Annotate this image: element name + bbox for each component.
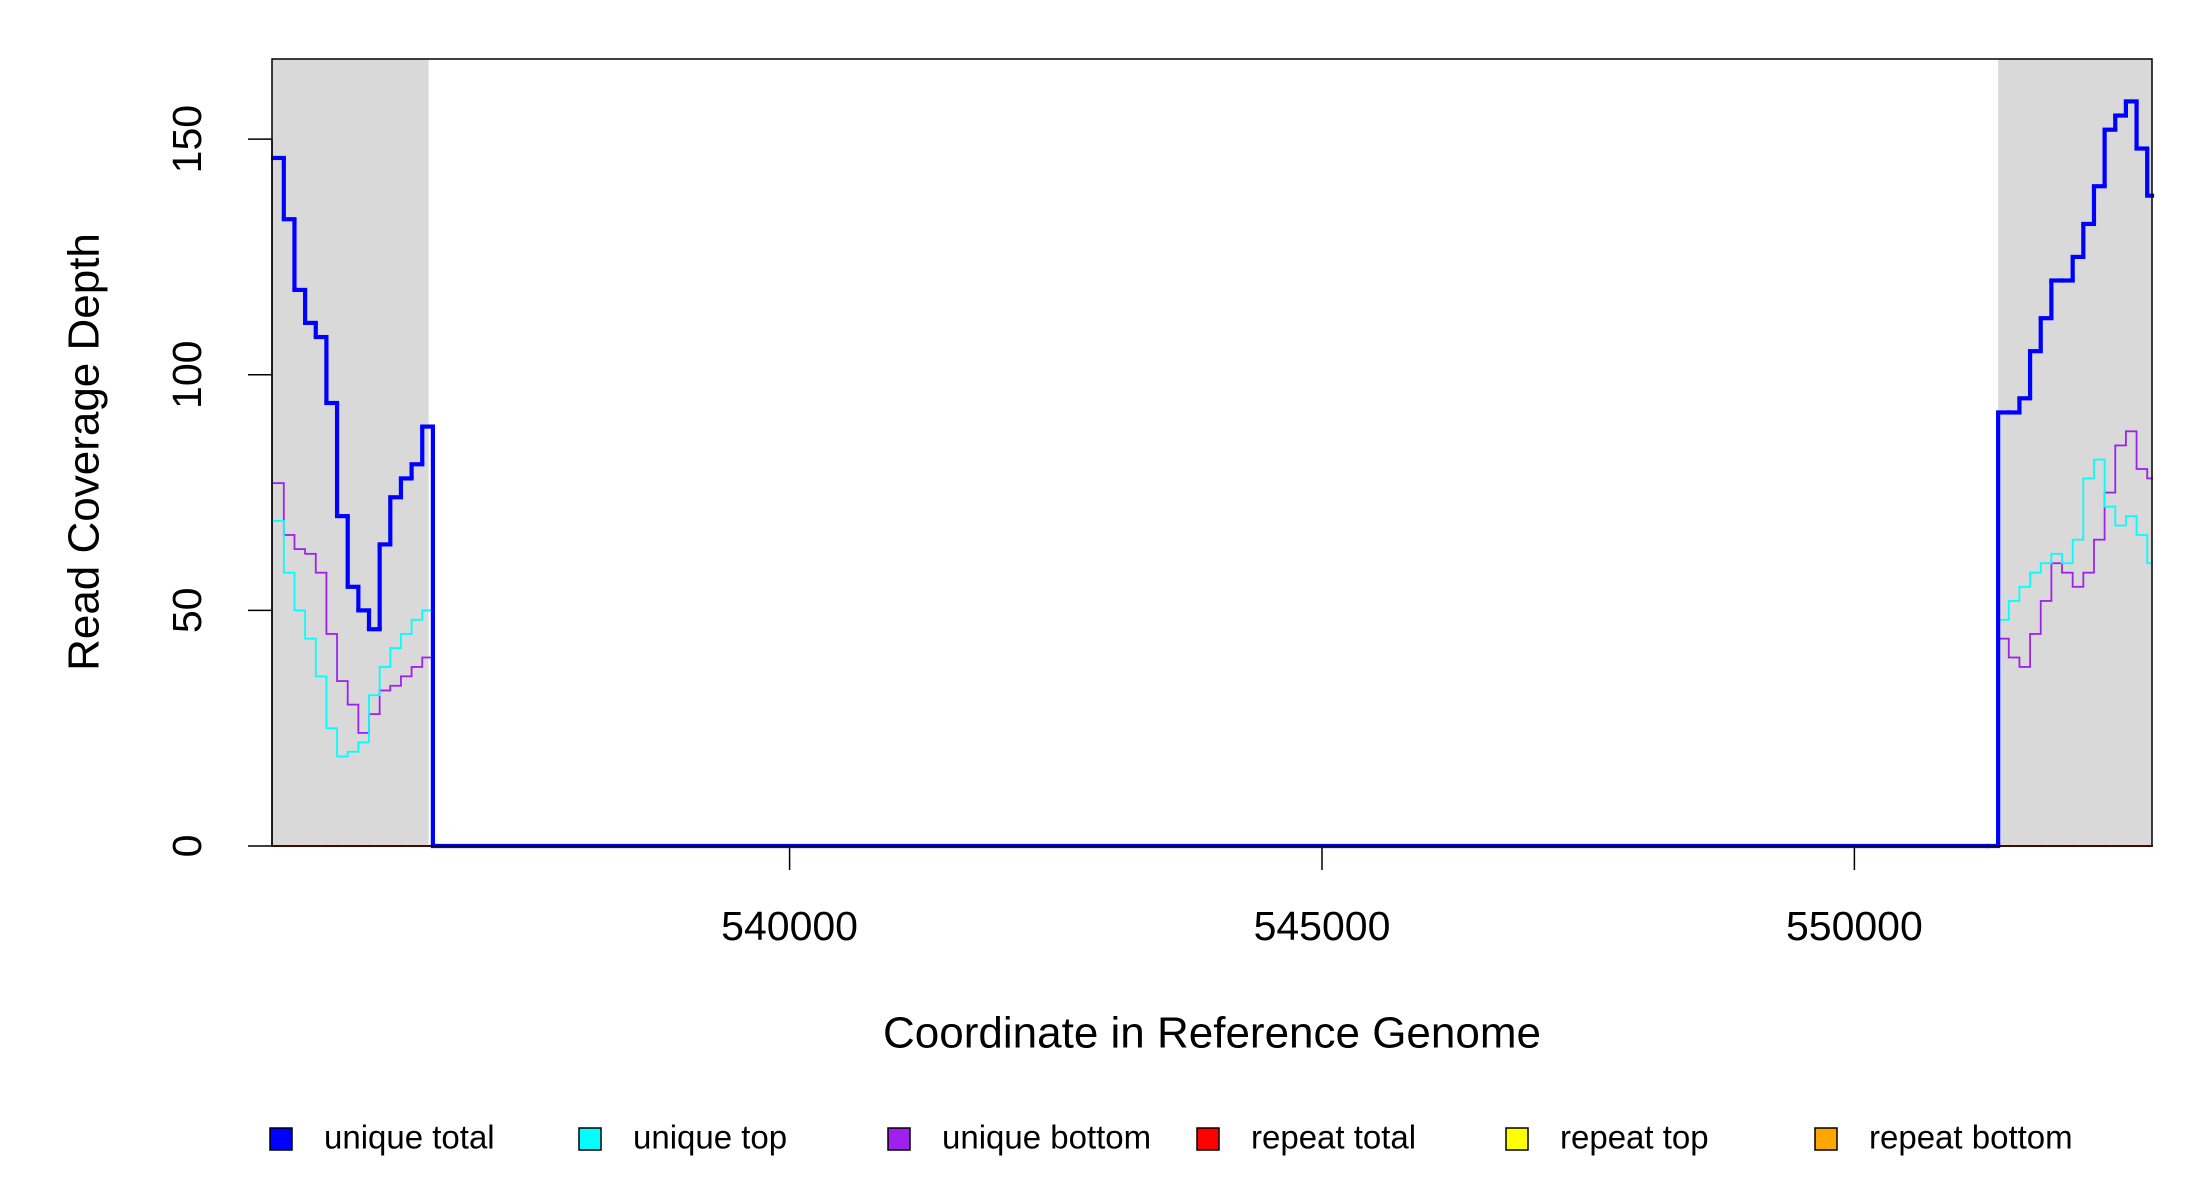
series-line [271, 99, 2155, 849]
x-tick-label: 550000 [1786, 903, 1923, 949]
legend-label: repeat top [1560, 1119, 1709, 1156]
series-line [272, 430, 2153, 847]
x-axis-title: Coordinate in Reference Genome [883, 1009, 1541, 1058]
legend-swatch [887, 1127, 911, 1151]
y-tick-label: 50 [164, 588, 210, 634]
highlight-region [1998, 59, 2152, 846]
y-axis-title: Read Coverage Depth [60, 233, 109, 671]
legend-label: unique bottom [942, 1119, 1151, 1156]
x-tick-label: 540000 [721, 903, 858, 949]
legend-swatch [578, 1127, 602, 1151]
legend-swatch [1196, 1127, 1220, 1151]
legend-swatch [269, 1127, 293, 1151]
legend-swatch [1814, 1127, 1838, 1151]
legend-label: unique total [324, 1119, 495, 1156]
y-tick-label: 0 [164, 835, 210, 858]
legend-swatch [1505, 1127, 1529, 1151]
y-tick-label: 100 [164, 341, 210, 409]
x-tick-label: 545000 [1254, 903, 1391, 949]
highlight-region [272, 59, 429, 846]
legend-label: unique top [633, 1119, 787, 1156]
legend-label: repeat total [1251, 1119, 1416, 1156]
plot-frame [271, 58, 2153, 847]
legend-label: repeat bottom [1869, 1119, 2073, 1156]
y-tick-label: 150 [164, 105, 210, 173]
series-line [272, 458, 2153, 847]
